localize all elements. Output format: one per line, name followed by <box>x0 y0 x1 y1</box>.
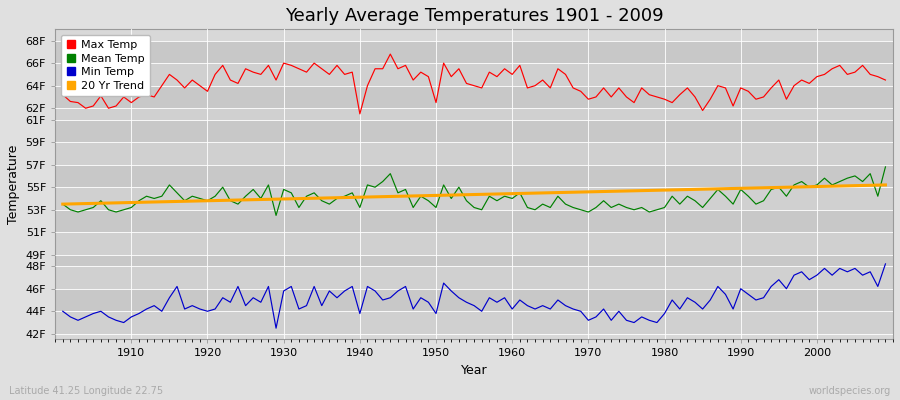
Bar <box>55 210 893 232</box>
Bar <box>55 165 893 187</box>
Bar <box>55 255 893 266</box>
Text: Latitude 41.25 Longitude 22.75: Latitude 41.25 Longitude 22.75 <box>9 386 163 396</box>
Bar <box>55 232 893 255</box>
Legend: Max Temp, Mean Temp, Min Temp, 20 Yr Trend: Max Temp, Mean Temp, Min Temp, 20 Yr Tre… <box>60 35 150 96</box>
Bar <box>55 187 893 210</box>
Bar <box>55 40 893 63</box>
Bar <box>55 142 893 165</box>
Bar <box>55 120 893 142</box>
Bar <box>55 86 893 108</box>
Title: Yearly Average Temperatures 1901 - 2009: Yearly Average Temperatures 1901 - 2009 <box>284 7 663 25</box>
Y-axis label: Temperature: Temperature <box>7 145 20 224</box>
Text: worldspecies.org: worldspecies.org <box>809 386 891 396</box>
Bar <box>55 289 893 311</box>
Bar <box>55 266 893 289</box>
Bar <box>55 311 893 334</box>
Bar <box>55 108 893 120</box>
Bar <box>55 63 893 86</box>
X-axis label: Year: Year <box>461 364 488 377</box>
